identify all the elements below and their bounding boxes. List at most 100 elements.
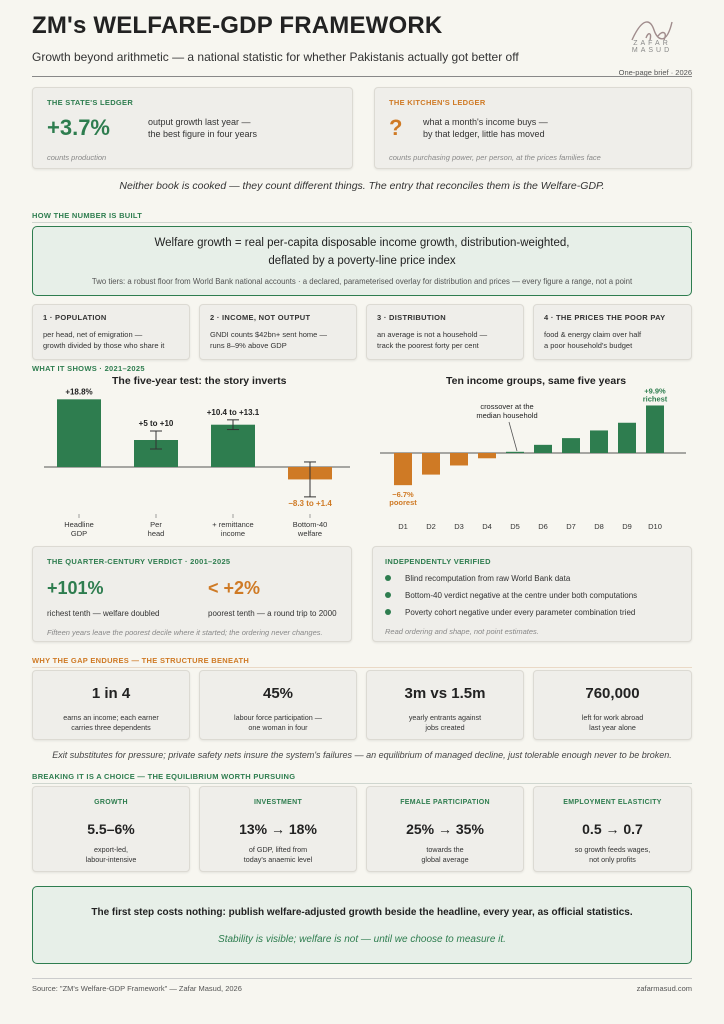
category-label: Bottom-40 <box>293 520 328 529</box>
verified-card: INDEPENDENTLY VERIFIED Blind recomputati… <box>372 546 692 642</box>
kitchen-ledger-label: THE KITCHEN'S LEDGER <box>389 98 486 107</box>
component-label: 4 · THE PRICES THE POOR PAY <box>544 313 666 322</box>
bar <box>422 453 440 475</box>
cta-box: The first step costs nothing: publish we… <box>32 886 692 964</box>
kitchen-ledger-text2: by that ledger, little has moved <box>423 129 545 139</box>
section-what-it-shows: WHAT IT SHOWS · 2021–2025 <box>32 364 145 373</box>
target-line2: global average <box>421 855 469 864</box>
target-line1: of GDP, lifted from <box>248 845 308 854</box>
footer-site-link[interactable]: zafarmasud.com <box>636 984 692 993</box>
bar <box>506 451 524 453</box>
page-title: ZM's WELFARE-GDP FRAMEWORK <box>32 12 443 39</box>
component-line1: per head, net of emigration — <box>43 330 143 339</box>
verdict-rich-value: +101% <box>47 578 104 598</box>
category-label: Per <box>150 520 162 529</box>
state-ledger-text1: output growth last year — <box>148 117 251 127</box>
bar <box>394 453 412 486</box>
verdict-rich-text: richest tenth — welfare doubled <box>47 609 160 618</box>
target-label: EMPLOYMENT ELASTICITY <box>563 799 662 806</box>
verdict-card: THE QUARTER-CENTURY VERDICT · 2001–2025 … <box>32 546 352 642</box>
category-label: GDP <box>71 529 87 538</box>
brief-label: One-page brief · 2026 <box>618 68 692 77</box>
section-rule <box>32 667 692 668</box>
stat-card: 760,000 left for work abroad last year a… <box>533 670 692 740</box>
state-ledger-value: +3.7% <box>47 115 110 140</box>
page-subtitle: Growth beyond arithmetic — a national st… <box>32 50 519 64</box>
category-label: D2 <box>426 522 436 531</box>
kitchen-ledger-value: ? <box>389 115 403 140</box>
section-rule <box>32 222 692 223</box>
component-line2: track the poorest forty per cent <box>377 341 479 350</box>
category-label: D10 <box>648 522 662 531</box>
gap-summary: Exit substitutes for pressure; private s… <box>52 750 672 760</box>
component-box: 1 · POPULATION per head, net of emigrati… <box>32 304 190 360</box>
annotation-text: median household <box>476 411 537 420</box>
target-value: 0.5 → 0.7 <box>582 821 643 837</box>
component-label: 1 · POPULATION <box>43 313 107 322</box>
annotation-pointer <box>508 421 518 452</box>
stat-card: 3m vs 1.5m yearly entrants against jobs … <box>366 670 524 740</box>
component-label: 3 · DISTRIBUTION <box>377 313 446 322</box>
section-how-built: HOW THE NUMBER IS BUILT <box>32 211 143 220</box>
cta-line2: Stability is visible; welfare is not — u… <box>218 934 506 945</box>
bar <box>211 424 255 467</box>
stat-line1: earns an income; each earner <box>63 713 159 722</box>
verdict-note: Fifteen years leave the poorest decile w… <box>47 628 323 637</box>
state-ledger-note: counts production <box>47 153 107 162</box>
target-label: FEMALE PARTICIPATION <box>400 799 490 806</box>
cta-line1: The first step costs nothing: publish we… <box>91 907 633 918</box>
category-label: D6 <box>538 522 548 531</box>
section-gap: WHY THE GAP ENDURES — THE STRUCTURE BENE… <box>32 656 250 665</box>
logo-text: ZAFAR MASUD <box>631 40 673 54</box>
formula-line2: deflated by a poverty-line price index <box>268 255 456 267</box>
component-label: 2 · INCOME, NOT OUTPUT <box>210 313 311 322</box>
target-value: 25% → 35% <box>406 821 484 837</box>
bullet-icon <box>385 592 391 598</box>
footer-source: Source: "ZM's Welfare-GDP Framework" — Z… <box>32 984 242 993</box>
target-card: INVESTMENT 13% → 18% of GDP, lifted from… <box>199 786 357 872</box>
component-line1: an average is not a household — <box>377 330 488 339</box>
stat-line2: last year alone <box>589 723 636 732</box>
category-label: D1 <box>398 522 408 531</box>
category-label: D8 <box>594 522 604 531</box>
bar <box>590 430 608 453</box>
data-label: +18.8% <box>65 388 92 396</box>
component-line1: food & energy claim over half <box>544 330 642 339</box>
data-label-high: +9.9% <box>644 388 666 395</box>
bar <box>478 453 496 459</box>
formula-box: Welfare growth = real per-capita disposa… <box>32 226 692 296</box>
verified-note: Read ordering and shape, not point estim… <box>385 627 539 636</box>
target-label: INVESTMENT <box>253 799 303 806</box>
state-ledger-label: THE STATE'S LEDGER <box>47 98 134 107</box>
category-label: D4 <box>482 522 492 531</box>
stat-line1: labour force participation — <box>234 713 322 722</box>
decile-chart: D1 D2 D3 D4 D5 D6 D7 D8 D9 D10 −6.7%poorest +9.9%ri… <box>380 388 686 531</box>
stat-value: 1 in 4 <box>91 685 131 702</box>
section-rule <box>32 783 692 784</box>
data-label-high-sub: richest <box>643 394 668 403</box>
target-card: FEMALE PARTICIPATION 25% → 35% towards t… <box>366 786 524 872</box>
target-line1: so growth feeds wages, <box>574 845 651 854</box>
stat-card: 45% labour force participation — one wom… <box>199 670 357 740</box>
verified-item: Poverty cohort negative under every para… <box>385 608 635 617</box>
bar <box>562 438 580 453</box>
bar <box>57 399 101 467</box>
target-line2: today's anaemic level <box>243 855 313 864</box>
category-label: D5 <box>510 522 520 531</box>
verdict-poor-text: poorest tenth — a round trip to 2000 <box>208 609 337 618</box>
category-label: D7 <box>566 522 576 531</box>
data-label: +10.4 to +13.1 <box>207 408 260 417</box>
component-line2: a poor household's budget <box>544 341 633 350</box>
target-value: 13% → 18% <box>239 821 317 837</box>
state-ledger-text2: the best figure in four years <box>148 129 258 139</box>
stat-line2: one woman in four <box>248 723 308 732</box>
stat-line1: yearly entrants against <box>408 713 482 722</box>
kitchen-ledger-text1: what a month's income buys — <box>423 117 548 127</box>
verified-label: INDEPENDENTLY VERIFIED <box>385 557 491 566</box>
formula-tiers: Two tiers: a robust floor from World Ban… <box>91 277 633 286</box>
reconcile-line: Neither book is cooked — they count diff… <box>119 180 605 192</box>
bar <box>646 405 664 453</box>
footer-rule <box>32 978 692 979</box>
category-label: head <box>148 529 165 538</box>
category-label: income <box>221 529 245 538</box>
